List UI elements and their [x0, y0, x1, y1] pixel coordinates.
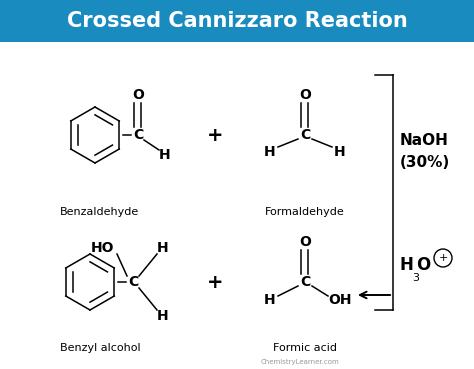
Text: +: +	[438, 253, 447, 263]
Text: H: H	[334, 145, 346, 159]
Text: HO: HO	[91, 241, 115, 255]
Text: C: C	[128, 275, 138, 289]
Text: +: +	[207, 125, 223, 145]
Text: H: H	[400, 256, 414, 274]
Text: H: H	[157, 241, 169, 255]
Text: O: O	[299, 235, 311, 249]
Text: O: O	[416, 256, 430, 274]
Text: ChemistryLearner.com: ChemistryLearner.com	[261, 359, 339, 365]
Text: 3: 3	[412, 273, 419, 283]
Text: Crossed Cannizzaro Reaction: Crossed Cannizzaro Reaction	[67, 11, 407, 31]
Text: NaOH: NaOH	[400, 132, 449, 148]
Text: C: C	[133, 128, 143, 142]
Text: OH: OH	[328, 293, 352, 307]
Text: O: O	[132, 88, 144, 102]
Text: H: H	[264, 145, 276, 159]
Text: Benzaldehyde: Benzaldehyde	[60, 207, 140, 217]
Text: H: H	[159, 148, 171, 162]
Text: Formic acid: Formic acid	[273, 343, 337, 353]
Bar	[0, 0, 474, 42]
Text: C: C	[300, 275, 310, 289]
Text: Formaldehyde: Formaldehyde	[265, 207, 345, 217]
Text: H: H	[264, 293, 276, 307]
Text: C: C	[300, 128, 310, 142]
Text: Benzyl alcohol: Benzyl alcohol	[60, 343, 140, 353]
Text: O: O	[299, 88, 311, 102]
Text: H: H	[157, 309, 169, 323]
Text: (30%): (30%)	[400, 155, 450, 169]
Text: +: +	[207, 272, 223, 292]
